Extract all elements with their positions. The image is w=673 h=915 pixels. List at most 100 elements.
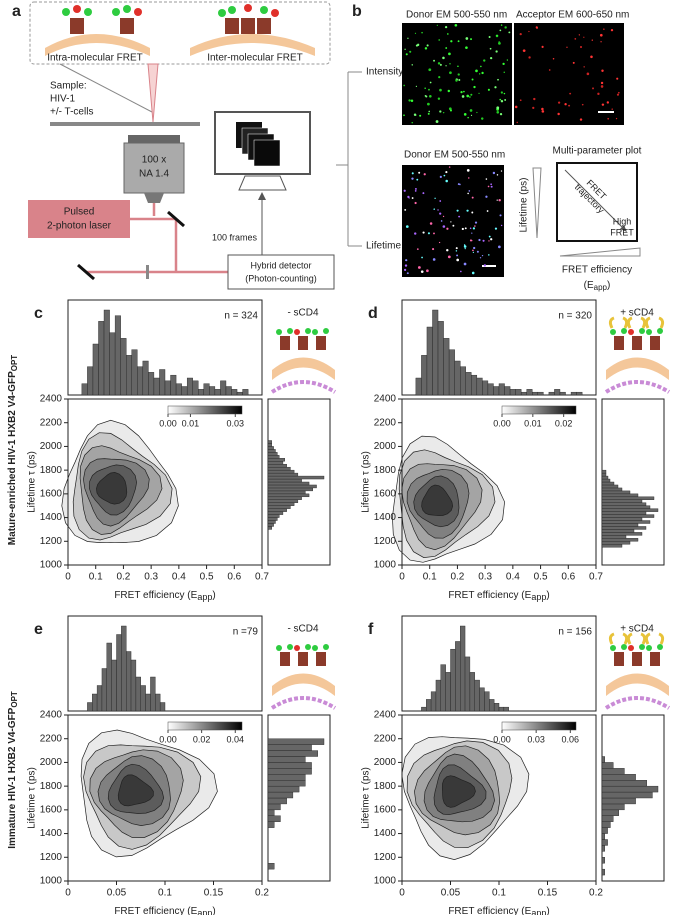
histogram-bar bbox=[448, 349, 455, 396]
label-sub: app bbox=[594, 283, 608, 292]
speckle bbox=[500, 170, 503, 172]
histogram-bar bbox=[489, 699, 495, 712]
speckle bbox=[427, 102, 430, 106]
speckle bbox=[429, 81, 432, 84]
slide bbox=[50, 122, 200, 126]
y-tick-label: 1800 bbox=[374, 465, 397, 476]
histogram-bar bbox=[479, 687, 485, 712]
x-tick-label: 0.7 bbox=[255, 572, 269, 583]
x-tick-label: 0.1 bbox=[158, 888, 172, 899]
histogram-bar bbox=[520, 391, 527, 396]
histogram-bar bbox=[601, 785, 659, 793]
histogram-bar bbox=[267, 481, 310, 486]
speckle bbox=[463, 244, 466, 246]
fluor bbox=[646, 329, 652, 335]
histogram-bar bbox=[181, 386, 188, 396]
x-axis-label: FRET efficiency (Eapp) bbox=[448, 906, 549, 915]
histogram-bar bbox=[103, 309, 110, 396]
y-tick-label: 1800 bbox=[374, 781, 397, 792]
y-tick-label: 1600 bbox=[40, 804, 63, 815]
speckle bbox=[499, 98, 502, 101]
histogram-bar bbox=[192, 380, 199, 396]
x-tick-label: 0.2 bbox=[255, 888, 269, 899]
fluor bbox=[312, 329, 318, 335]
histogram-bar bbox=[267, 502, 295, 506]
histogram-bar bbox=[267, 464, 287, 468]
histogram-bar bbox=[432, 309, 439, 396]
y-tick-label: 2400 bbox=[374, 394, 397, 405]
speckle bbox=[444, 25, 448, 29]
label-part: FRET efficiency (E bbox=[114, 906, 197, 915]
speckle bbox=[502, 62, 505, 66]
fluor bbox=[287, 644, 293, 650]
histogram-bar bbox=[601, 478, 611, 483]
speckle bbox=[466, 169, 470, 172]
histogram-bar bbox=[150, 676, 156, 712]
speckle bbox=[466, 209, 469, 212]
speckle bbox=[607, 117, 610, 120]
speckle bbox=[439, 63, 442, 66]
fluor bbox=[639, 644, 645, 650]
speckle bbox=[411, 121, 414, 124]
y-tick-label: 2400 bbox=[40, 394, 63, 405]
env bbox=[614, 652, 624, 666]
histogram-bar bbox=[454, 360, 461, 396]
speckle bbox=[438, 241, 441, 244]
speckle bbox=[469, 239, 473, 242]
speckle bbox=[616, 93, 620, 96]
env bbox=[316, 336, 326, 350]
histogram-bar bbox=[267, 472, 299, 477]
histogram-bar bbox=[220, 380, 227, 396]
y-tick-label: 1000 bbox=[40, 560, 63, 571]
histogram-bar bbox=[601, 496, 655, 500]
lattice bbox=[270, 696, 337, 710]
n-label: n = 156 bbox=[558, 627, 592, 638]
x-tick-label: 0.3 bbox=[478, 572, 492, 583]
histogram-bar bbox=[267, 526, 272, 530]
speckle bbox=[419, 114, 422, 117]
speckle bbox=[417, 266, 421, 269]
speckle bbox=[416, 178, 419, 181]
fluor bbox=[621, 644, 627, 650]
speckle bbox=[405, 259, 408, 262]
speckle bbox=[468, 190, 471, 192]
speckle bbox=[457, 183, 460, 186]
speckle bbox=[498, 245, 501, 249]
speckle bbox=[478, 238, 481, 242]
speckle bbox=[424, 87, 426, 89]
speckle bbox=[428, 88, 430, 91]
histogram-bar bbox=[267, 815, 281, 822]
speckle bbox=[455, 79, 458, 82]
speckle bbox=[470, 93, 473, 96]
histogram-bar bbox=[474, 679, 480, 712]
histogram-bar bbox=[601, 484, 619, 489]
histogram-bar bbox=[159, 702, 166, 712]
speckle bbox=[409, 50, 412, 53]
x-tick-label: 0.05 bbox=[441, 888, 461, 899]
histogram-bar bbox=[455, 641, 461, 712]
histogram-bar bbox=[101, 668, 107, 712]
speckle bbox=[463, 113, 467, 116]
label-sub: app bbox=[531, 592, 546, 602]
histogram-bar bbox=[267, 520, 276, 524]
speckle bbox=[490, 238, 493, 241]
speckle bbox=[458, 79, 461, 82]
colorbar-tick-label: 0.03 bbox=[527, 734, 545, 744]
colorbar bbox=[167, 405, 243, 415]
contour bbox=[96, 472, 128, 505]
speckle bbox=[566, 46, 568, 48]
speckle bbox=[488, 240, 490, 242]
speckle bbox=[471, 78, 474, 81]
speckle bbox=[405, 53, 408, 56]
env bbox=[298, 652, 308, 666]
y-tick-label: 1200 bbox=[40, 536, 63, 547]
speckle bbox=[416, 248, 419, 250]
speckle bbox=[592, 87, 594, 90]
lattice bbox=[270, 380, 337, 394]
label: 100 x bbox=[142, 155, 166, 166]
histogram-bar bbox=[267, 452, 278, 456]
frame bbox=[253, 139, 281, 167]
histogram-bar bbox=[267, 803, 281, 811]
y-tick-label: 1400 bbox=[40, 828, 63, 839]
speckle bbox=[437, 97, 441, 100]
